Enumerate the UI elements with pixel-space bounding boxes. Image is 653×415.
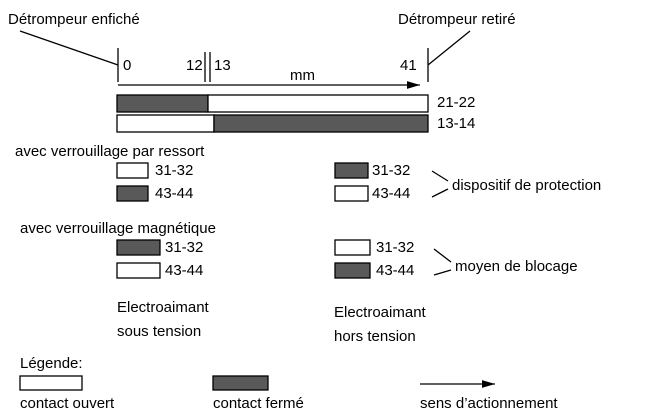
section-title: avec verrouillage par ressort	[15, 143, 205, 160]
closed-segment	[213, 114, 429, 133]
bracket	[433, 248, 452, 263]
contact-label: 43-44	[376, 262, 414, 279]
contact-label: 31-32	[372, 162, 410, 179]
legend-label: contact ouvert	[20, 395, 115, 412]
bracket	[433, 269, 452, 276]
caption: hors tension	[334, 328, 416, 345]
label-removed: Détrompeur retiré	[398, 11, 516, 28]
contact-label: 31-32	[165, 239, 203, 256]
legend-label: sens d’actionnement	[420, 395, 558, 412]
leader	[427, 30, 471, 66]
bracket	[431, 188, 449, 198]
label-inserted: Détrompeur enfiché	[8, 11, 140, 28]
closed-contact	[116, 185, 149, 202]
open-contact	[116, 262, 161, 279]
legend-label: contact fermé	[213, 395, 304, 412]
contact-label: 31-32	[376, 239, 414, 256]
closed-contact	[334, 262, 371, 279]
open-segment	[207, 94, 429, 113]
caption: Electroaimant	[334, 304, 427, 321]
bracket	[431, 170, 449, 182]
contact-label: 31-32	[155, 162, 193, 179]
open-segment	[116, 114, 215, 133]
open-contact	[334, 185, 369, 202]
note: moyen de blocage	[455, 258, 578, 275]
scale-tick: 0	[123, 57, 131, 74]
scale-tick: 12	[186, 57, 203, 74]
scale-unit: mm	[290, 67, 315, 84]
closed-segment	[116, 94, 209, 113]
scale-tick: 13	[214, 57, 231, 74]
contact-label: 43-44	[165, 262, 203, 279]
leader	[19, 30, 119, 66]
open-contact	[334, 239, 371, 256]
legend-open-swatch	[19, 375, 83, 391]
section-title: avec verrouillage magnétique	[20, 220, 216, 237]
closed-contact	[334, 162, 369, 179]
contact-label: 43-44	[155, 185, 193, 202]
contact-label: 21-22	[437, 94, 475, 111]
legend-title: Légende:	[20, 355, 83, 372]
caption: Electroaimant	[117, 299, 210, 316]
contact-label: 43-44	[372, 185, 410, 202]
open-contact	[116, 162, 149, 179]
caption: sous tension	[117, 323, 201, 340]
note: dispositif de protection	[452, 177, 601, 194]
scale-tick: 41	[400, 57, 417, 74]
closed-contact	[116, 239, 161, 256]
legend-closed-swatch	[212, 375, 269, 391]
contact-label: 13-14	[437, 115, 475, 132]
